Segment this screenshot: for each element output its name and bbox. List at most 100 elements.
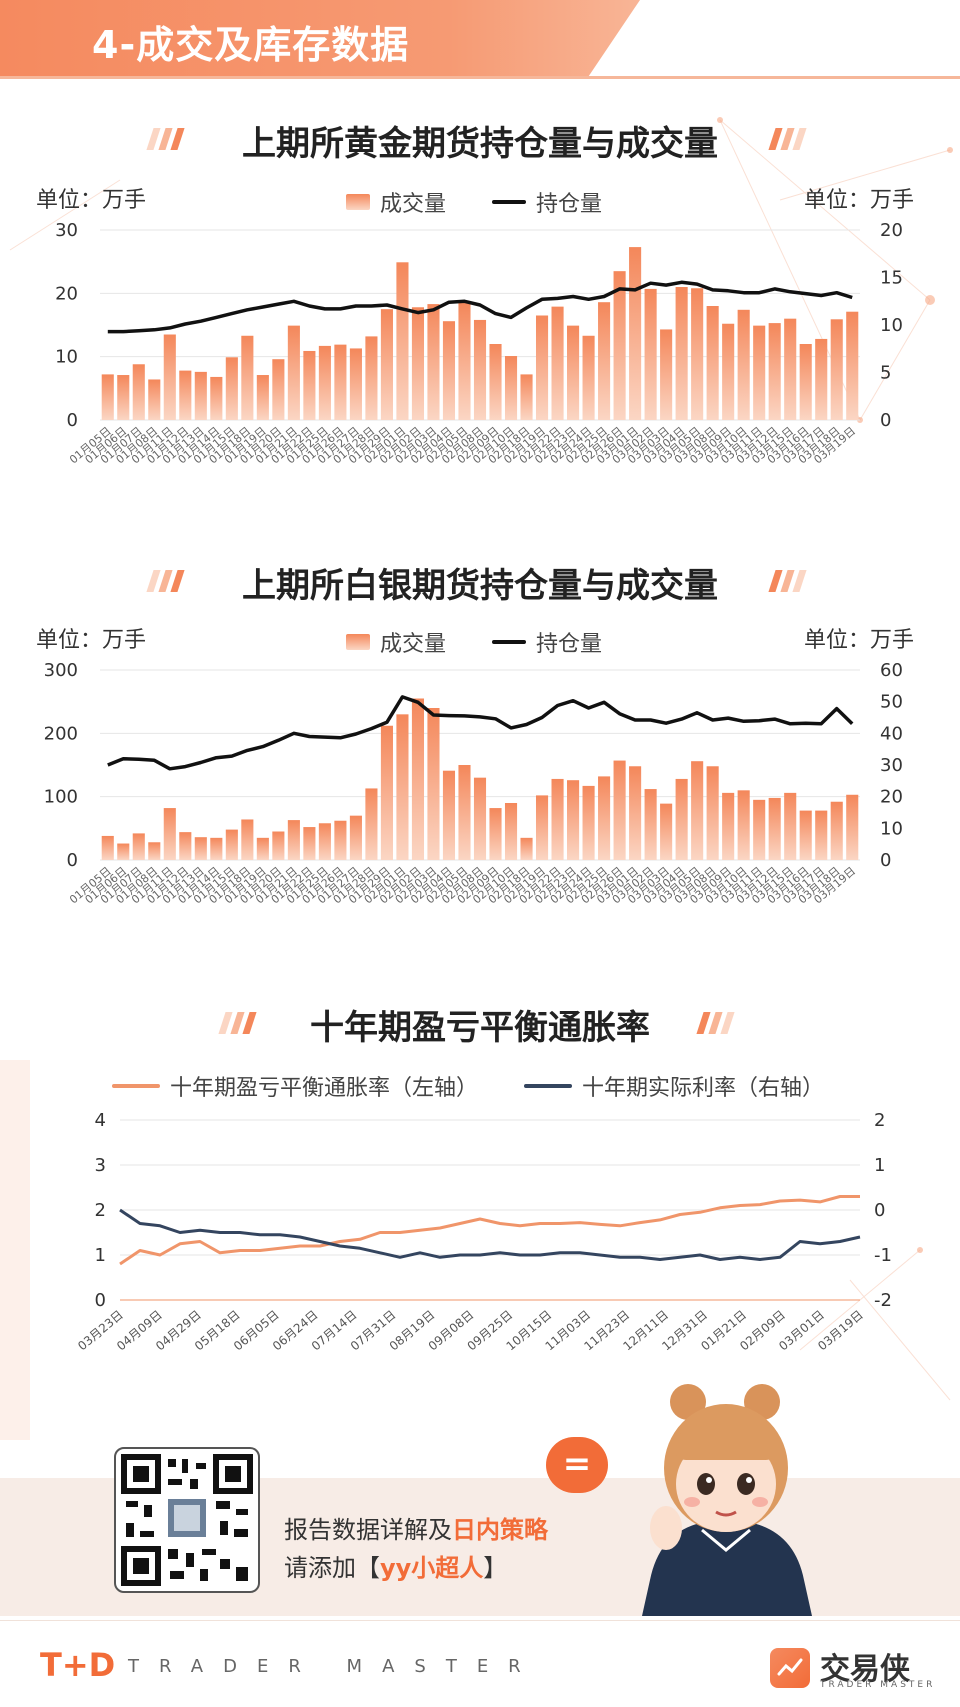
legend-line-label: 持仓量 bbox=[536, 192, 603, 217]
open-interest-line bbox=[107, 280, 853, 334]
td-logo: T+D bbox=[40, 1646, 116, 1684]
bar bbox=[380, 725, 393, 860]
y-tick-right: 0 bbox=[880, 410, 891, 431]
real-rate-line bbox=[119, 1208, 861, 1261]
bar bbox=[815, 810, 828, 860]
y-tick-left: 30 bbox=[55, 220, 78, 241]
y-tick-right: 0 bbox=[874, 1200, 885, 1221]
bar bbox=[210, 837, 223, 860]
mascot-avatar bbox=[642, 1384, 812, 1616]
bar bbox=[598, 302, 611, 420]
legend-line-swatch bbox=[492, 200, 527, 204]
y-tick-left: 0 bbox=[95, 1290, 106, 1311]
bar bbox=[799, 344, 812, 420]
chat-bubble-icon: = bbox=[546, 1437, 608, 1493]
y-tick-right: 10 bbox=[880, 315, 903, 336]
y-tick-right: 5 bbox=[880, 363, 891, 384]
bar bbox=[117, 375, 130, 420]
bar bbox=[396, 262, 409, 420]
bar bbox=[210, 376, 223, 420]
brand-name: 交易侠 bbox=[820, 1652, 910, 1687]
bar bbox=[768, 797, 781, 860]
bar bbox=[334, 820, 347, 860]
breakeven-chart-title: 十年期盈亏平衡通胀率 bbox=[310, 1008, 650, 1048]
bar bbox=[132, 833, 145, 860]
bar bbox=[613, 760, 626, 860]
y-tick-left: 1 bbox=[95, 1245, 106, 1266]
gold-chart-title: 上期所黄金期货持仓量与成交量 bbox=[242, 124, 718, 164]
bar bbox=[442, 770, 456, 860]
bar bbox=[241, 335, 254, 420]
silver-unit-right: 单位：万手 bbox=[804, 628, 915, 653]
bar bbox=[148, 842, 161, 860]
gold-legend: 成交量 持仓量 bbox=[346, 186, 602, 218]
header-band bbox=[0, 0, 640, 76]
bar bbox=[675, 287, 688, 420]
bar bbox=[784, 318, 797, 420]
header-divider bbox=[0, 76, 960, 79]
title-slash-decoration-right bbox=[768, 128, 807, 150]
silver-chart: 0100200300010203040506001月05日01月06日01月07… bbox=[44, 660, 903, 906]
y-tick-right: 30 bbox=[880, 755, 903, 776]
bar bbox=[706, 766, 719, 860]
y-tick-right: 50 bbox=[880, 692, 903, 713]
bar bbox=[287, 325, 300, 420]
promo-line-2: 请添加【yy小超人】 bbox=[284, 1554, 508, 1582]
y-tick-right: 15 bbox=[880, 268, 903, 289]
bar bbox=[799, 810, 812, 860]
bar bbox=[598, 776, 611, 860]
bar bbox=[334, 344, 347, 420]
bar bbox=[458, 765, 471, 860]
bar bbox=[318, 823, 331, 860]
bar bbox=[287, 820, 300, 860]
y-tick-right: -1 bbox=[874, 1245, 892, 1266]
bar bbox=[520, 374, 533, 420]
y-tick-left: 100 bbox=[44, 787, 78, 808]
open-interest-line bbox=[107, 695, 854, 771]
bar bbox=[411, 698, 425, 860]
legend-breakeven-label: 十年期盈亏平衡通胀率（左轴） bbox=[170, 1076, 479, 1101]
bar bbox=[194, 371, 207, 420]
bar bbox=[148, 379, 161, 420]
bar bbox=[660, 803, 673, 860]
bar bbox=[194, 837, 207, 860]
bar bbox=[489, 808, 502, 860]
bar bbox=[535, 795, 549, 860]
y-tick-right: 20 bbox=[880, 220, 903, 241]
bar bbox=[784, 792, 797, 860]
bar bbox=[303, 827, 316, 860]
y-tick-right: 60 bbox=[880, 660, 903, 681]
y-tick-right: 20 bbox=[880, 787, 903, 808]
bar bbox=[380, 309, 393, 420]
bar bbox=[551, 778, 564, 860]
bar bbox=[567, 325, 580, 420]
bar bbox=[551, 306, 564, 420]
bar bbox=[535, 315, 549, 420]
qr-code[interactable] bbox=[114, 1447, 260, 1593]
bar bbox=[427, 708, 440, 860]
bar bbox=[691, 761, 704, 860]
legend-bar-label: 成交量 bbox=[380, 632, 447, 657]
legend-bar-swatch bbox=[346, 194, 370, 210]
trader-master-wordmark: TRADER MASTER bbox=[128, 1656, 541, 1677]
y-tick-left: 0 bbox=[67, 410, 78, 431]
legend-breakeven-swatch bbox=[112, 1084, 160, 1088]
y-tick-left: 300 bbox=[44, 660, 78, 681]
bar bbox=[318, 345, 331, 420]
bar bbox=[272, 831, 285, 860]
bar bbox=[582, 335, 595, 420]
bar bbox=[815, 338, 828, 420]
bar bbox=[349, 815, 362, 860]
bar bbox=[272, 359, 285, 420]
bar bbox=[225, 829, 238, 860]
bar bbox=[737, 790, 750, 860]
y-tick-left: 2 bbox=[95, 1200, 106, 1221]
bar bbox=[644, 288, 657, 420]
y-tick-left: 200 bbox=[44, 723, 78, 744]
y-tick-left: 3 bbox=[95, 1155, 106, 1176]
bar bbox=[117, 843, 130, 860]
bar bbox=[567, 780, 580, 860]
bar bbox=[504, 356, 518, 420]
y-tick-right: 1 bbox=[874, 1155, 885, 1176]
bar bbox=[613, 271, 626, 420]
